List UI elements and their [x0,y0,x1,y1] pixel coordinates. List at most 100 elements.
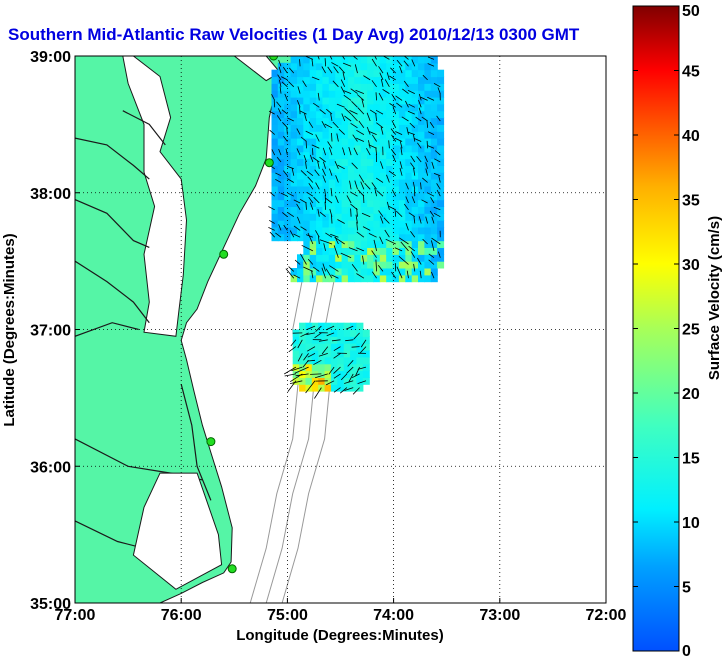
velocity-cell [284,117,292,125]
velocity-cell [322,62,330,71]
velocity-vector [280,192,288,197]
velocity-cell [328,117,336,125]
velocity-cell [392,261,400,269]
velocity-cell [386,206,394,214]
velocity-cell [299,322,307,331]
velocity-cell [430,97,438,105]
velocity-cell [277,62,285,71]
velocity-cell [330,363,338,372]
velocity-vector [305,380,316,394]
velocity-cell [290,124,298,132]
velocity-cell [343,336,351,344]
velocity-cell [277,158,285,166]
velocity-vector [311,270,314,279]
velocity-vector [400,147,403,156]
velocity-vector [342,147,346,156]
velocity-cell [437,138,445,146]
velocity-cell [322,165,330,173]
plot-area [75,56,606,603]
velocity-cell [303,247,311,255]
velocity-cell [341,158,349,166]
velocity-cell [398,151,406,160]
velocity-cell [324,377,332,385]
velocity-cell [305,384,313,392]
velocity-cell [418,103,425,112]
velocity-vector [407,90,415,94]
velocity-cell [341,268,349,276]
velocity-vector [287,212,295,218]
velocity-vector [396,102,403,108]
velocity-cell [437,69,445,78]
velocity-cell [303,131,311,139]
velocity-cell [341,261,349,269]
velocity-vector [337,164,345,170]
velocity-cell [309,117,317,125]
velocity-vector [357,107,365,115]
velocity-vector [351,162,358,170]
velocity-cell [284,165,292,173]
velocity-cell [373,213,381,221]
velocity-vector [313,196,320,204]
velocity-cell [341,192,349,201]
velocity-cell [418,97,425,105]
velocity-cell [322,83,330,91]
velocity-cell [347,131,355,139]
velocity-cell [297,254,304,262]
velocity-cell [303,206,311,214]
velocity-vector [341,113,346,122]
y-axis-ticks: 35:00 36:00 37:00 38:00 39:00 [30,49,80,613]
velocity-vector [332,80,339,88]
velocity-cell [373,179,381,187]
velocity-cell [398,56,406,64]
velocity-cell [341,233,349,242]
velocity-vector [303,154,307,163]
velocity-vector [268,206,275,211]
velocity-cell [299,370,307,378]
velocity-cell [309,233,317,242]
velocity-cell [277,220,285,228]
velocity-cell [316,56,324,64]
velocity-vector [413,263,416,272]
velocity-cell [418,124,425,132]
velocity-cell [290,69,298,78]
velocity-cell [392,220,400,228]
velocity-cell [305,343,313,351]
radar-stations [206,56,279,574]
velocity-cell [405,274,413,283]
velocity-cell [341,144,349,153]
velocity-cell [356,343,364,351]
velocity-cell [418,172,425,180]
velocity-cell [347,268,355,276]
velocity-cell [335,240,343,248]
velocity-cell [386,247,394,255]
velocity-vector [424,155,428,163]
velocity-cell [379,274,387,283]
velocity-vector [333,66,339,74]
velocity-vector [344,107,352,115]
velocity-vector [350,88,358,94]
velocity-cell [379,62,387,71]
velocity-cell [335,110,343,119]
velocity-vector [405,196,409,204]
velocity-cell [311,329,319,337]
velocity-cell [392,192,400,201]
velocity-vector [288,67,295,74]
velocity-cell [299,329,307,337]
velocity-cell [335,220,343,228]
velocity-cell [297,138,304,146]
velocity-cell [367,268,375,276]
velocity-vector [324,201,326,210]
velocity-cell [303,69,311,78]
velocity-cell [316,144,324,153]
velocity-vector [286,127,288,135]
velocity-cell [379,165,387,173]
velocity-cell [379,185,387,194]
velocity-vector [312,156,320,163]
velocity-cell [367,144,375,153]
velocity-vector [384,229,390,238]
velocity-cell [284,110,292,119]
velocity-cell [322,144,330,153]
velocity-cell [405,206,413,214]
velocity-cell [411,62,419,71]
velocity-vector [343,94,352,101]
